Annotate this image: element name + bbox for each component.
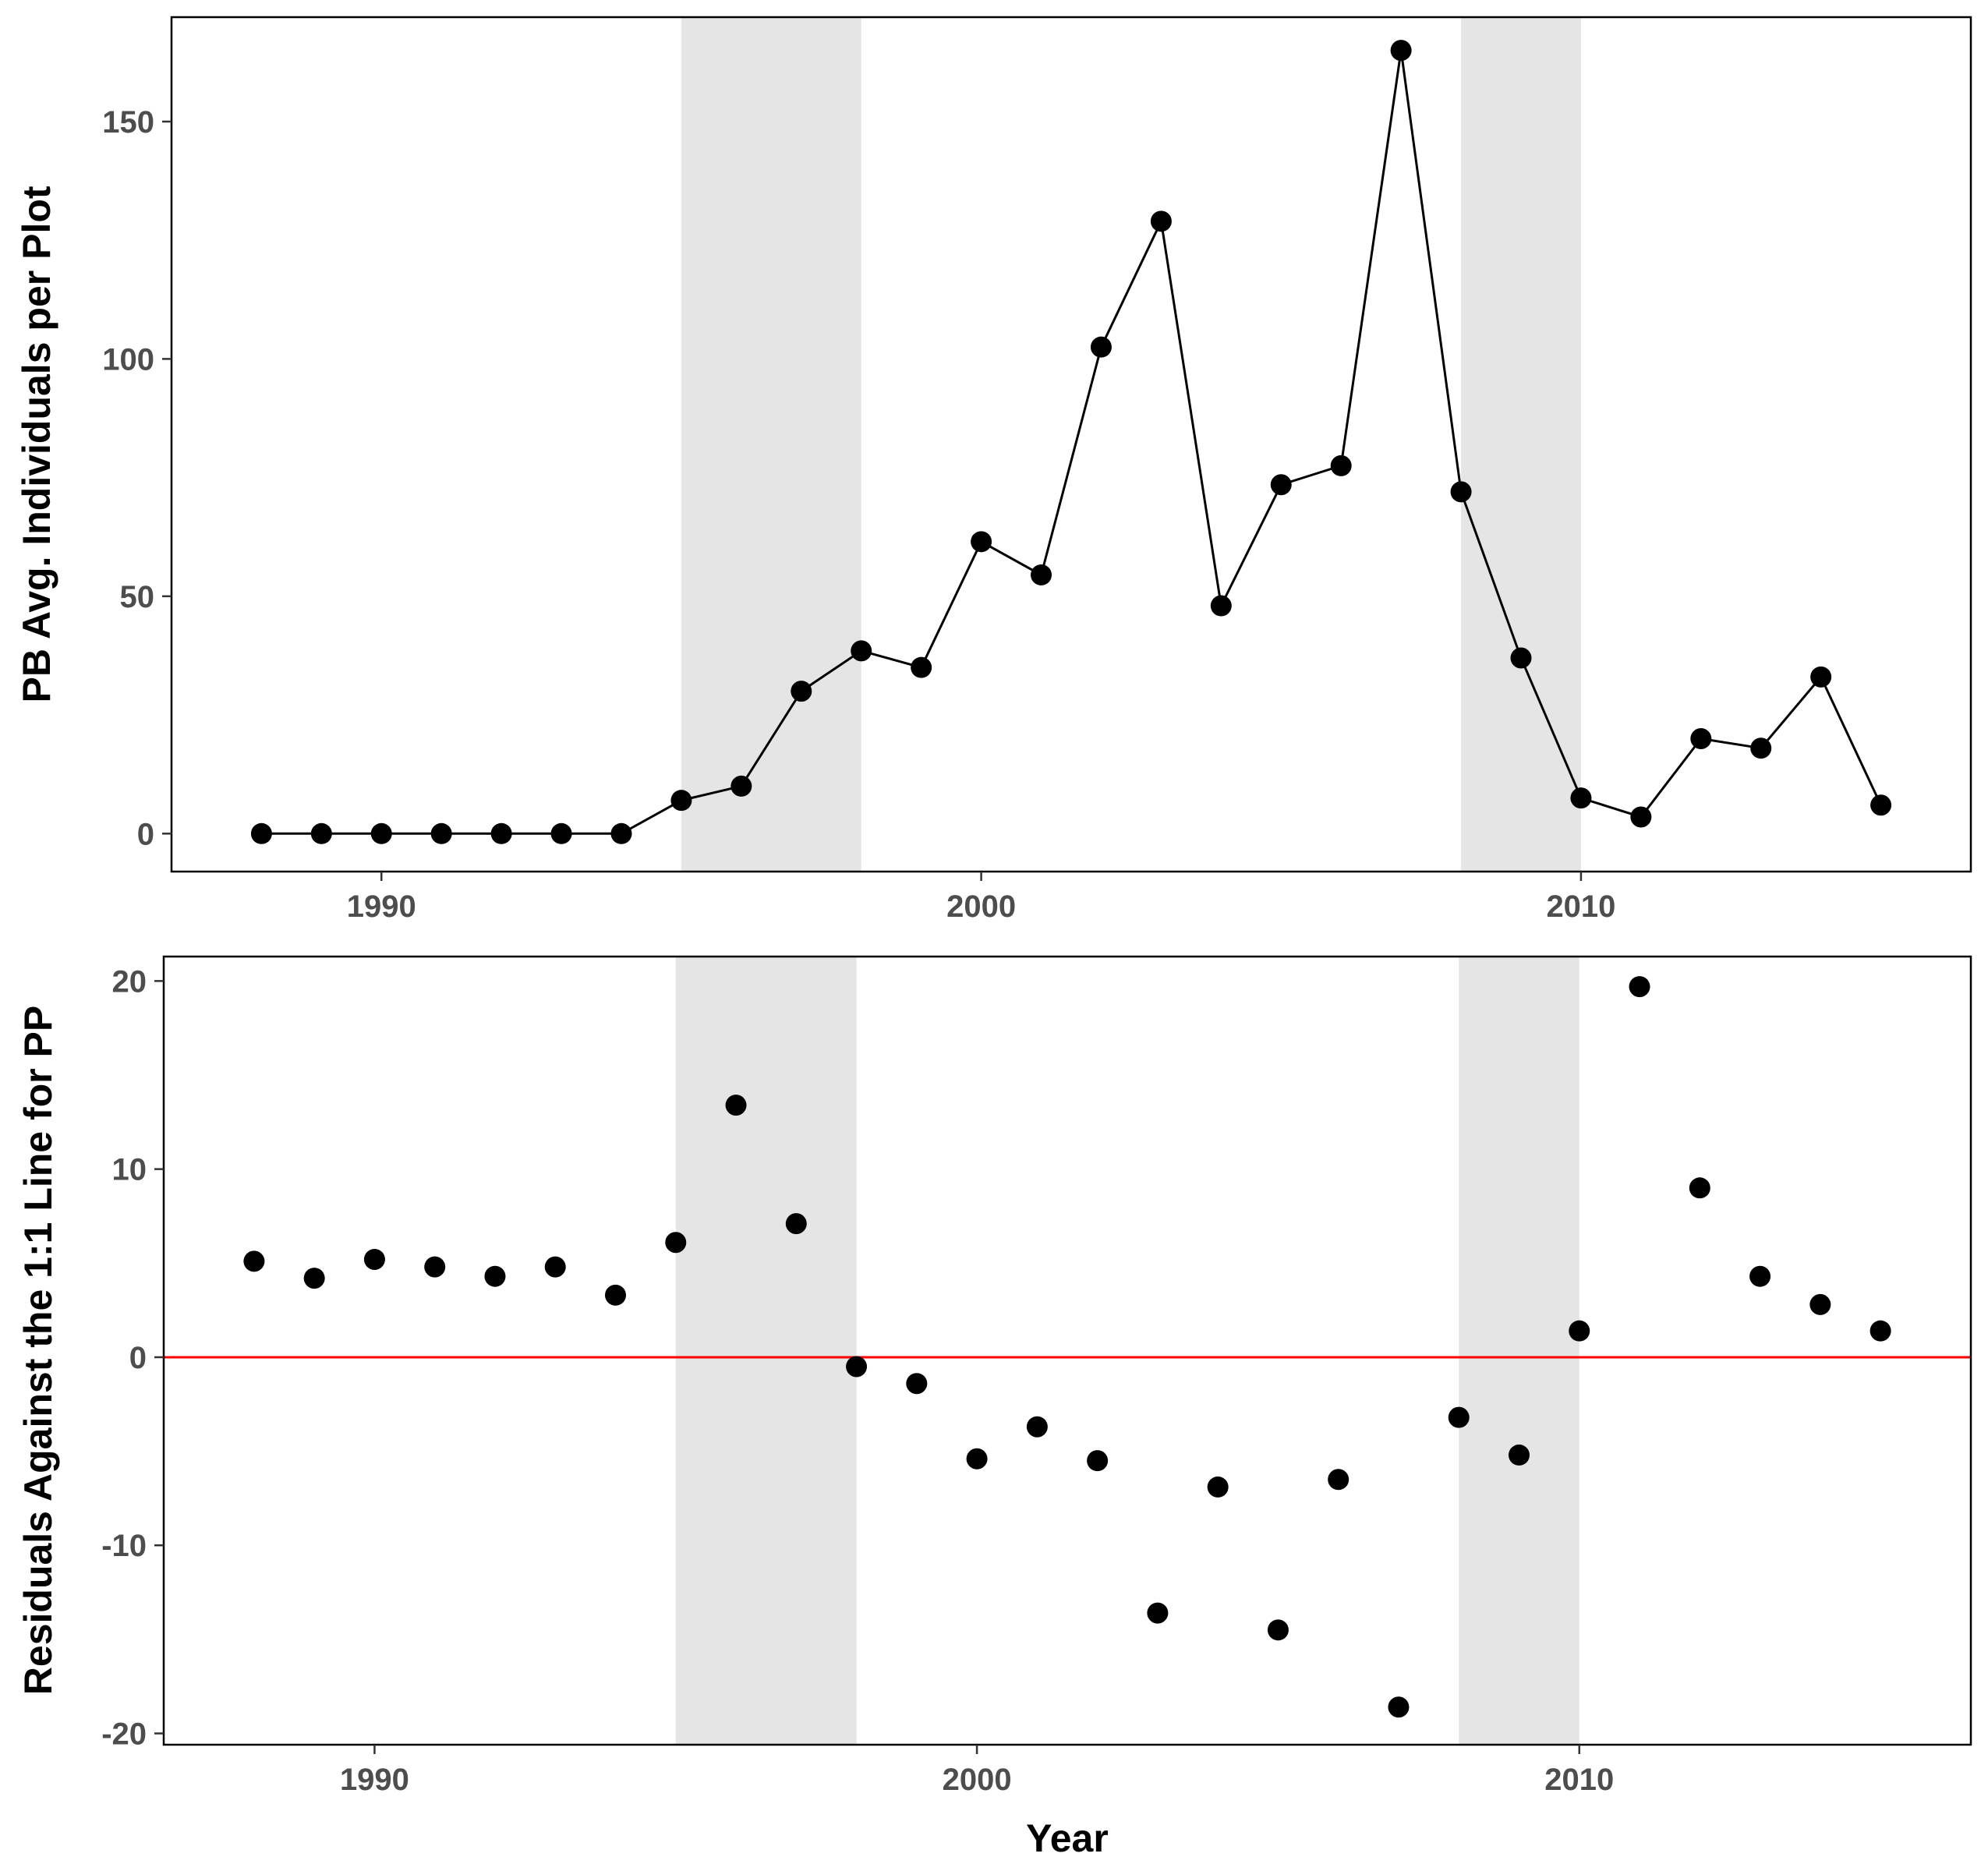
data-point [670,790,692,812]
x-tick-label: 2010 [1546,890,1615,924]
data-point [966,1448,988,1470]
data-point [1450,481,1472,503]
y-tick-label: -10 [101,1529,147,1563]
data-point [911,656,932,678]
data-point [1629,976,1650,998]
data-point [1448,1406,1470,1428]
data-point [785,1213,807,1235]
data-point [1689,1177,1710,1199]
y-axis-title: Residuals Against the 1:1 Line for PP [16,1006,60,1695]
y-tick-label: 0 [137,817,154,851]
data-point [725,1095,747,1116]
data-point [1267,1619,1289,1641]
data-point [1870,794,1892,816]
y-tick-label: -20 [101,1717,147,1752]
y-tick-label: 50 [120,580,155,614]
panel-border [170,16,1972,873]
data-point [1869,1320,1891,1342]
data-point [610,822,632,844]
data-point [1390,40,1412,62]
y-tick-label: 20 [112,964,147,999]
data-point [665,1232,687,1254]
series-line [261,50,1882,835]
data-point [846,1356,868,1378]
data-point [1150,210,1172,232]
data-point [1388,1696,1410,1718]
shaded-period [1461,17,1581,872]
y-tick-label: 10 [112,1153,147,1187]
y-tick-label: 0 [129,1341,147,1375]
data-point [1810,666,1832,688]
data-point [490,822,512,844]
panel-border [162,955,1972,1746]
data-point [1210,595,1232,617]
data-point [791,681,812,702]
data-point [243,1250,265,1272]
data-point [303,1268,325,1289]
x-tick-label: 2000 [943,1763,1012,1797]
shaded-period [681,17,861,872]
data-point [484,1265,506,1287]
data-point [851,640,872,662]
data-point [1087,1450,1109,1472]
data-point [250,822,272,844]
y-tick-label: 100 [102,342,154,377]
data-point [1270,474,1292,496]
data-point [1330,454,1352,476]
x-tick-label: 1990 [347,890,416,924]
data-point [1630,806,1652,828]
data-point [310,822,332,844]
data-point [544,1256,566,1278]
data-point [1090,336,1112,358]
data-point [363,1248,385,1270]
data-point [1809,1293,1831,1315]
data-point [430,822,452,844]
x-tick-label: 2000 [946,890,1016,924]
bottom-panel: -20 -10 0 10 20 1990 2000 2010 Residuals Against… [16,955,1972,1860]
y-tick-label: 150 [102,105,154,140]
x-tick-label: 2010 [1544,1763,1614,1797]
data-point [605,1284,626,1306]
data-point [550,822,572,844]
data-point [730,775,752,797]
y-axis-title: PB Avg. Individuals per Plot [15,186,58,702]
x-axis-title: Year [1026,1816,1109,1860]
data-point [1026,1416,1048,1438]
data-point [1569,1320,1590,1342]
data-point [1328,1469,1350,1491]
data-point [1570,787,1592,809]
data-point [1147,1602,1169,1624]
data-point [370,822,392,844]
data-point [1510,647,1532,669]
data-point [971,531,992,553]
top-panel: 0 50 100 150 1990 2000 2010 PB Avg. Individuals… [15,16,1972,924]
x-tick-label: 1990 [340,1763,409,1797]
data-point [1031,564,1052,585]
data-point [1750,737,1772,759]
data-point [1207,1476,1229,1498]
data-point [906,1373,928,1395]
shaded-period [1459,957,1579,1745]
shaded-period [675,957,857,1745]
data-point [1509,1444,1530,1466]
data-point [424,1256,446,1278]
data-point [1749,1265,1771,1287]
data-point [1690,728,1712,750]
